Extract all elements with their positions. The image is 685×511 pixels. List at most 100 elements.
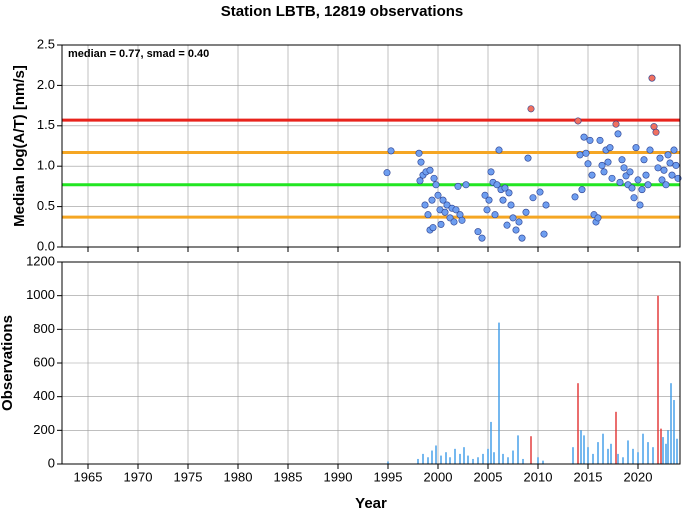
data-point bbox=[491, 211, 499, 219]
y-tick-label: 1.5 bbox=[37, 117, 55, 132]
bar bbox=[607, 448, 609, 464]
data-point bbox=[666, 159, 674, 167]
annotation: median = 0.77, smad = 0.40 bbox=[68, 48, 209, 60]
data-point bbox=[584, 160, 592, 168]
data-point bbox=[580, 133, 588, 141]
y-axis-label: Median log(A/T) [nm/s] bbox=[11, 65, 28, 227]
data-point bbox=[493, 181, 501, 189]
data-point bbox=[524, 154, 532, 162]
data-point bbox=[582, 149, 590, 157]
data-point bbox=[634, 176, 642, 184]
data-point bbox=[505, 189, 513, 197]
bar bbox=[422, 453, 424, 464]
data-point bbox=[501, 184, 509, 192]
data-point bbox=[608, 174, 616, 182]
bar bbox=[670, 383, 672, 464]
data-point bbox=[474, 228, 482, 236]
data-point bbox=[640, 156, 648, 164]
plot-area bbox=[62, 45, 680, 247]
data-point bbox=[658, 176, 666, 184]
data-point bbox=[638, 186, 646, 194]
data-point bbox=[443, 201, 451, 209]
bar bbox=[615, 411, 617, 464]
bar bbox=[449, 457, 451, 464]
data-point bbox=[417, 158, 425, 166]
bar bbox=[660, 428, 662, 464]
data-point bbox=[415, 149, 423, 157]
data-point bbox=[578, 186, 586, 194]
bar bbox=[665, 443, 667, 464]
data-point bbox=[428, 196, 436, 204]
data-point bbox=[618, 156, 626, 164]
data-point bbox=[450, 218, 458, 226]
data-point bbox=[542, 201, 550, 209]
data-point bbox=[652, 128, 660, 136]
data-point bbox=[536, 188, 544, 196]
data-point bbox=[518, 234, 526, 242]
bar bbox=[673, 400, 675, 464]
data-point bbox=[503, 221, 511, 229]
bar bbox=[657, 295, 659, 464]
bar bbox=[577, 383, 579, 464]
data-point bbox=[571, 193, 579, 201]
data-point bbox=[416, 177, 424, 185]
data-point bbox=[598, 161, 606, 169]
data-point bbox=[628, 184, 636, 192]
bar bbox=[498, 322, 500, 464]
data-point bbox=[487, 168, 495, 176]
data-point bbox=[462, 181, 470, 189]
x-tick-label: 1990 bbox=[324, 469, 353, 484]
y-tick-label: 400 bbox=[33, 388, 55, 403]
y-tick-label: 0.0 bbox=[37, 238, 55, 253]
data-point bbox=[527, 105, 535, 113]
x-tick-label: 2010 bbox=[524, 469, 553, 484]
data-point bbox=[540, 230, 548, 238]
data-point bbox=[660, 166, 668, 174]
bar bbox=[647, 442, 649, 464]
x-tick-label: 2005 bbox=[474, 469, 503, 484]
data-point bbox=[586, 136, 594, 144]
bar bbox=[542, 460, 544, 464]
bar bbox=[490, 421, 492, 464]
data-point bbox=[664, 151, 672, 159]
data-point bbox=[383, 169, 391, 177]
chart-title: Station LBTB, 12819 observations bbox=[221, 3, 464, 20]
bar bbox=[637, 452, 639, 464]
data-point bbox=[600, 168, 608, 176]
bar bbox=[431, 450, 433, 464]
bar bbox=[587, 447, 589, 464]
bar bbox=[512, 450, 514, 464]
data-point bbox=[522, 208, 530, 216]
bar bbox=[537, 457, 539, 464]
bar bbox=[440, 455, 442, 464]
bar bbox=[507, 457, 509, 464]
data-point bbox=[483, 206, 491, 214]
data-point bbox=[478, 234, 486, 242]
y-tick-label: 800 bbox=[33, 321, 55, 336]
bar bbox=[463, 447, 465, 464]
x-tick-label: 2020 bbox=[624, 469, 653, 484]
bar bbox=[652, 447, 654, 464]
data-point bbox=[432, 181, 440, 189]
data-point bbox=[594, 214, 602, 222]
bar bbox=[502, 453, 504, 464]
x-tick-label: 2015 bbox=[574, 469, 603, 484]
data-point bbox=[387, 147, 395, 155]
plot-frame bbox=[61, 261, 681, 465]
bar bbox=[592, 453, 594, 464]
y-tick-label: 1000 bbox=[26, 287, 55, 302]
x-tick-label: 1980 bbox=[224, 469, 253, 484]
data-point bbox=[458, 216, 466, 224]
x-tick-label: 1995 bbox=[374, 469, 403, 484]
data-point bbox=[434, 191, 442, 199]
plot-frame bbox=[61, 44, 681, 248]
data-point bbox=[507, 201, 515, 209]
y-tick-label: 200 bbox=[33, 422, 55, 437]
bar bbox=[417, 458, 419, 464]
data-point bbox=[437, 220, 445, 228]
bar bbox=[583, 435, 585, 464]
data-point bbox=[481, 191, 489, 199]
x-tick-label: 2000 bbox=[424, 469, 453, 484]
